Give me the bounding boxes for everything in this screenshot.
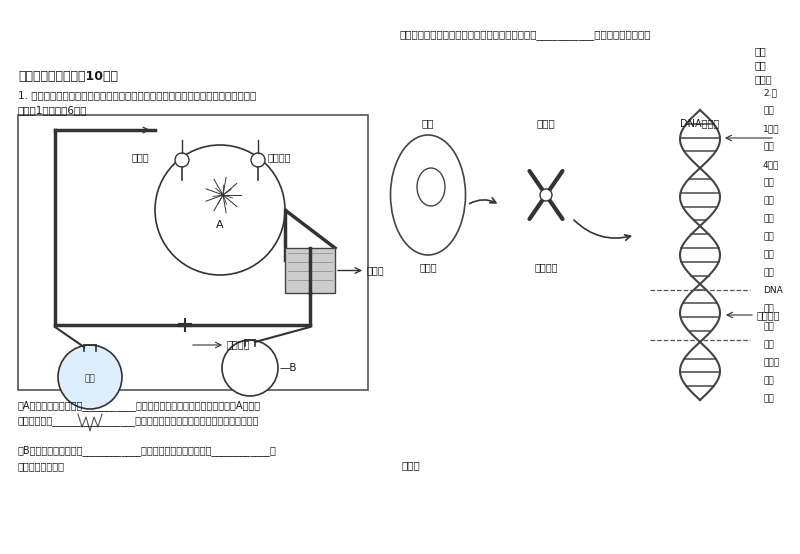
Text: 因之: 因之 bbox=[763, 322, 774, 331]
Text: ⑶此实验证明：在生命起源的化学进化过程中，从___________生成有机小分子物质: ⑶此实验证明：在生命起源的化学进化过程中，从___________生成有机小分子… bbox=[400, 30, 651, 40]
Text: （每空1分，本题6分）: （每空1分，本题6分） bbox=[18, 105, 87, 115]
Ellipse shape bbox=[390, 135, 466, 255]
Text: 冷却水: 冷却水 bbox=[367, 265, 385, 275]
Text: 核、: 核、 bbox=[763, 232, 774, 241]
Text: 据图: 据图 bbox=[763, 376, 774, 385]
Text: 气体中不含有_________________。正负电极接通进行火花放电是模拟自然界里的: 气体中不含有_________________。正负电极接通进行火花放电是模拟自… bbox=[18, 416, 259, 426]
Bar bbox=[18, 115, 368, 390]
Circle shape bbox=[175, 153, 189, 167]
Circle shape bbox=[540, 189, 552, 201]
Text: 细胞: 细胞 bbox=[763, 214, 774, 223]
Text: 一个基因: 一个基因 bbox=[757, 310, 781, 320]
Text: 染色体: 染色体 bbox=[537, 118, 555, 128]
Text: 下列: 下列 bbox=[763, 394, 774, 403]
Circle shape bbox=[155, 145, 285, 275]
Text: 染色单体: 染色单体 bbox=[534, 262, 558, 272]
Text: 是定: 是定 bbox=[755, 46, 766, 56]
Text: 本题: 本题 bbox=[763, 142, 774, 151]
Text: 取样活塞: 取样活塞 bbox=[227, 339, 250, 349]
Text: DNA: DNA bbox=[763, 286, 782, 295]
Text: 关系，: 关系， bbox=[763, 358, 779, 367]
Text: A: A bbox=[216, 220, 224, 230]
Text: DNA双螺旋: DNA双螺旋 bbox=[680, 118, 719, 128]
Text: ⑵B装置里的液体相当于____________，实验后可检验到其中含有____________等: ⑵B装置里的液体相当于____________，实验后可检验到其中含有_____… bbox=[18, 445, 277, 456]
Text: 回答：: 回答： bbox=[402, 460, 421, 470]
Ellipse shape bbox=[417, 168, 445, 206]
Text: —B: —B bbox=[280, 363, 298, 373]
Text: 能的。: 能的。 bbox=[755, 74, 773, 84]
Text: 细胞核: 细胞核 bbox=[419, 262, 437, 272]
Text: 有机小分子物质。: 有机小分子物质。 bbox=[18, 461, 65, 471]
Circle shape bbox=[251, 153, 265, 167]
Text: 染色: 染色 bbox=[763, 250, 774, 259]
Text: 沸水: 沸水 bbox=[85, 375, 95, 383]
Bar bbox=[285, 248, 335, 293]
Text: 2.（: 2.（ bbox=[763, 88, 777, 97]
Text: 表示: 表示 bbox=[763, 196, 774, 205]
Circle shape bbox=[222, 340, 278, 396]
Text: 每空: 每空 bbox=[763, 106, 774, 115]
Text: 1分，: 1分， bbox=[763, 124, 779, 133]
Text: ⑴A装置里的气体相当于___________，与现在大气成分相比，其主要区别是A装置里: ⑴A装置里的气体相当于___________，与现在大气成分相比，其主要区别是A… bbox=[18, 400, 261, 411]
Text: 细胞: 细胞 bbox=[422, 118, 434, 128]
Text: 一正电极: 一正电极 bbox=[268, 152, 291, 162]
Text: 下图: 下图 bbox=[763, 178, 774, 187]
Text: 和基: 和基 bbox=[763, 304, 774, 313]
Text: 体、: 体、 bbox=[763, 268, 774, 277]
Text: 三、看图分析题（共10分）: 三、看图分析题（共10分） bbox=[18, 70, 118, 83]
Text: 间的: 间的 bbox=[763, 340, 774, 349]
Text: 负电极: 负电极 bbox=[132, 152, 150, 162]
Circle shape bbox=[58, 345, 122, 409]
Text: 4分）: 4分） bbox=[763, 160, 779, 169]
Text: 全可: 全可 bbox=[755, 60, 766, 70]
Text: 1. 下图是用以研究生命起源的化学进化过程的一个模拟实验装置，请回答下列问题；: 1. 下图是用以研究生命起源的化学进化过程的一个模拟实验装置，请回答下列问题； bbox=[18, 90, 256, 100]
